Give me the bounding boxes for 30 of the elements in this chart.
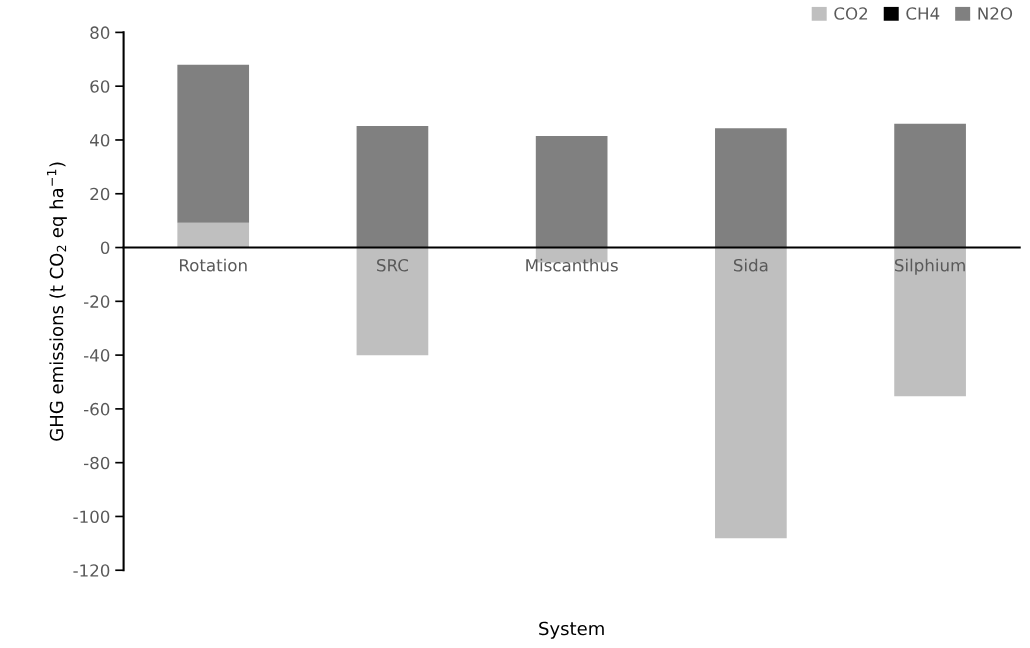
x-tick-label: Silphium bbox=[894, 258, 965, 275]
bar bbox=[715, 128, 787, 248]
bar bbox=[356, 125, 429, 248]
y-axis-title: GHG emissions (t CO$_{2}$ eq ha$^{−1}$) bbox=[46, 162, 67, 441]
y-tick-label: 0 bbox=[100, 241, 110, 255]
y-tick-label: 80 bbox=[90, 26, 110, 39]
bar bbox=[894, 247, 966, 397]
bar bbox=[177, 64, 250, 223]
y-tick-label: -100 bbox=[73, 510, 110, 524]
y-tick-label: 20 bbox=[90, 187, 110, 201]
legend-label: CO2 bbox=[834, 7, 868, 20]
bar bbox=[894, 123, 966, 248]
x-axis-title: System bbox=[539, 621, 604, 639]
legend-label: CH4 bbox=[906, 7, 940, 20]
y-tick-label: 60 bbox=[90, 80, 110, 93]
bar bbox=[535, 135, 608, 248]
bar bbox=[356, 247, 429, 356]
y-tick-label: -40 bbox=[84, 349, 110, 362]
y-tick-label: -20 bbox=[84, 295, 110, 308]
x-tick-label: SRC bbox=[377, 258, 409, 272]
y-tick-label: -120 bbox=[73, 564, 110, 577]
x-tick-label: Rotation bbox=[180, 258, 247, 272]
x-tick-label: Miscanthus bbox=[526, 258, 618, 272]
y-tick-label: 40 bbox=[90, 133, 110, 147]
legend-label: N2O bbox=[978, 7, 1013, 20]
bar bbox=[177, 222, 250, 248]
bar bbox=[715, 247, 787, 539]
y-tick-label: -80 bbox=[84, 456, 110, 470]
x-tick-label: Sida bbox=[733, 258, 768, 272]
y-tick-label: -60 bbox=[84, 402, 110, 416]
